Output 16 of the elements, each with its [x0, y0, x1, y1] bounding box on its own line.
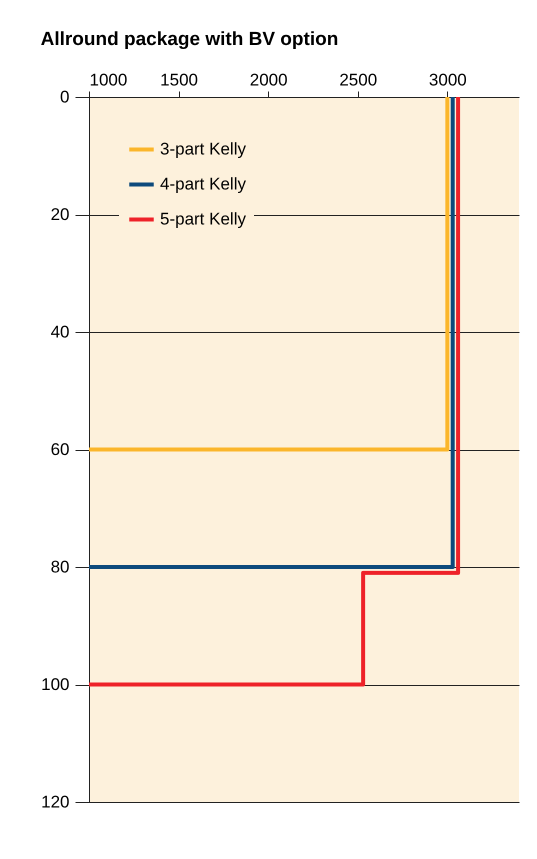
x-tick-label: 1500 [160, 70, 198, 90]
x-tick-label: 2500 [339, 70, 378, 90]
y-tick-label: 120 [41, 792, 70, 812]
legend-label: 4-part Kelly [160, 174, 246, 194]
x-tick-label: 2000 [250, 70, 288, 90]
y-tick-label: 0 [60, 88, 70, 106]
y-tick-label: 100 [41, 675, 70, 694]
x-tick-label: 1000 [90, 70, 128, 90]
y-tick-label: 20 [50, 205, 70, 224]
legend-label: 3-part Kelly [160, 140, 246, 158]
y-tick-label: 40 [50, 322, 70, 342]
chart-title: Allround package with BV option [40, 29, 338, 50]
x-tick-label: 3000 [428, 70, 467, 90]
y-tick-label: 80 [50, 558, 70, 576]
y-tick-label: 60 [50, 440, 70, 459]
legend-label: 5-part Kelly [160, 210, 246, 228]
